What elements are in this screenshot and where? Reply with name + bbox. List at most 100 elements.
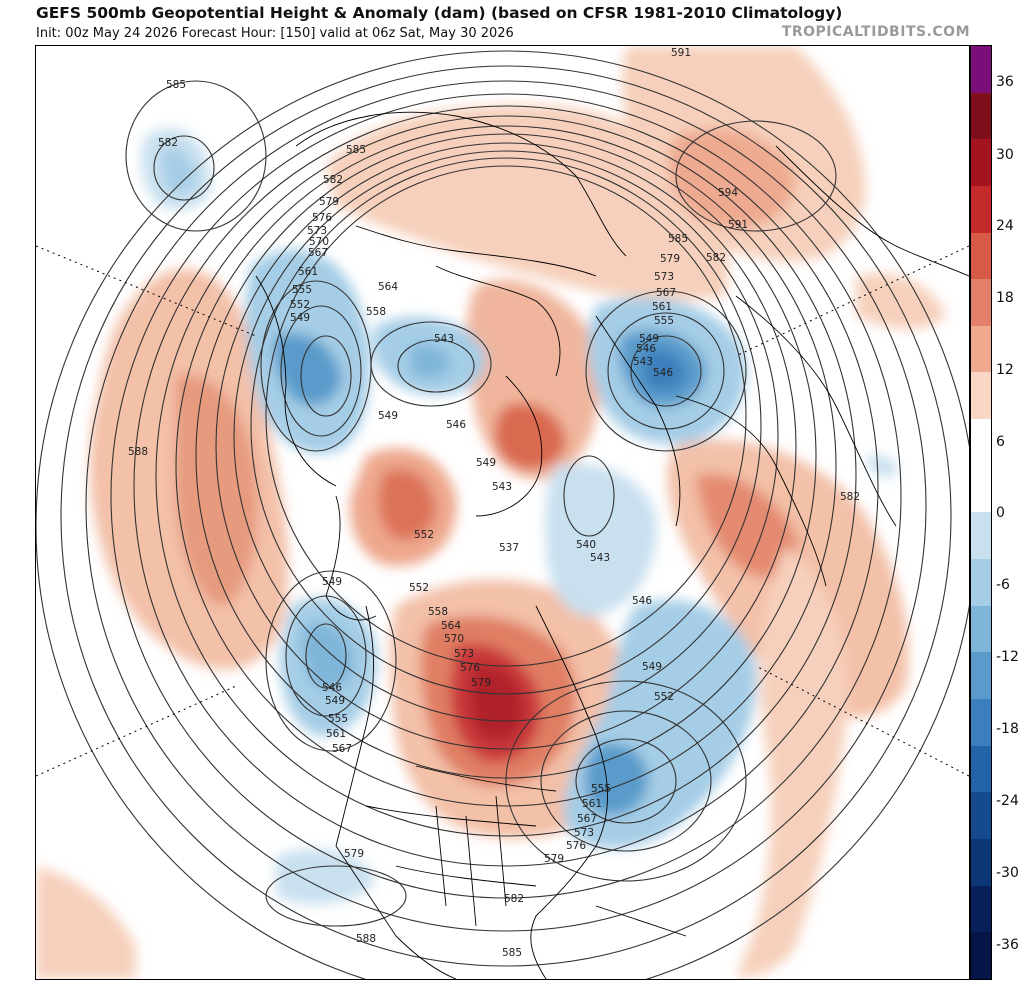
colorbar-segment <box>971 932 991 979</box>
contour-label: 579 <box>344 848 364 860</box>
contour-label: 546 <box>446 419 466 431</box>
colorbar-segment <box>971 185 991 233</box>
colorbar-segment <box>971 92 991 140</box>
contour-label: 585 <box>346 144 366 156</box>
contour-label: 576 <box>460 662 480 674</box>
colorbar-segment <box>971 512 991 560</box>
contour-label: 564 <box>378 281 398 293</box>
contour-label: 579 <box>544 853 564 865</box>
contour-label: 549 <box>639 333 659 345</box>
contour-label: 549 <box>325 695 345 707</box>
contour-label: 543 <box>434 333 454 345</box>
contour-label: 549 <box>290 312 310 324</box>
colorbar-segment <box>971 46 991 93</box>
contour-label: 582 <box>840 491 860 503</box>
contour-label: 573 <box>574 827 594 839</box>
colorbar-tick-label: -12 <box>996 649 1019 665</box>
contour-label: 555 <box>292 284 312 296</box>
colorbar-tick-label: 12 <box>996 362 1014 378</box>
colorbar-tick-label: 18 <box>996 290 1014 306</box>
contour-label: 570 <box>444 633 464 645</box>
contour-label: 591 <box>671 47 691 59</box>
colorbar-segment <box>971 325 991 373</box>
colorbar-tick-label: 36 <box>996 74 1014 90</box>
colorbar <box>970 45 992 980</box>
colorbar-tick-label: 0 <box>996 505 1005 521</box>
colorbar-segment <box>971 652 991 699</box>
map-panel: 591 585 582 594 591 585 582 579 573 567 … <box>35 45 970 980</box>
colorbar-segment <box>971 745 991 793</box>
contour-label: 582 <box>323 174 343 186</box>
chart-subtitle: Init: 00z May 24 2026 Forecast Hour: [15… <box>36 26 514 41</box>
contour-label: 591 <box>728 219 748 231</box>
map-svg: 591 585 582 594 591 585 582 579 573 567 … <box>36 46 969 979</box>
contour-label: 582 <box>158 137 178 149</box>
colorbar-tick-label: 30 <box>996 147 1014 163</box>
contour-label: 561 <box>326 728 346 740</box>
contour-label: 561 <box>652 301 672 313</box>
contour-label: 561 <box>582 798 602 810</box>
contour-label: 585 <box>166 79 186 91</box>
contour-label: 570 <box>309 236 329 248</box>
colorbar-segment <box>971 792 991 839</box>
colorbar-segment <box>971 605 991 653</box>
contour-label: 552 <box>414 529 434 541</box>
contour-label: 558 <box>366 306 386 318</box>
contour-label: 543 <box>590 552 610 564</box>
contour-label: 540 <box>576 539 596 551</box>
contour-label: 546 <box>632 595 652 607</box>
contour-label: 549 <box>322 576 342 588</box>
colorbar-segment <box>971 372 991 420</box>
contour-label: 567 <box>332 743 352 755</box>
colorbar-tick-label: 24 <box>996 218 1014 234</box>
colorbar-segment <box>971 419 991 466</box>
contour-label: 558 <box>428 606 448 618</box>
contour-label: 555 <box>654 315 674 327</box>
colorbar-tick-label: -6 <box>996 577 1010 593</box>
contour-label: 567 <box>577 813 597 825</box>
contour-label: 546 <box>653 367 673 379</box>
contour-label: 582 <box>706 252 726 264</box>
contour-label: 549 <box>476 457 496 469</box>
colorbar-tick-label: -24 <box>996 793 1019 809</box>
contour-label: 546 <box>636 343 656 355</box>
contour-label: 555 <box>591 783 611 795</box>
contour-label: 588 <box>356 933 376 945</box>
colorbar-segment <box>971 279 991 326</box>
colorbar-tick-label: -18 <box>996 721 1019 737</box>
contour-label: 579 <box>471 677 491 689</box>
contour-label: 588 <box>128 446 148 458</box>
contour-label: 579 <box>319 196 339 208</box>
contour-label: 543 <box>492 481 512 493</box>
contour-label: 549 <box>378 410 398 422</box>
contour-label: 573 <box>307 225 327 237</box>
colorbar-segment <box>971 885 991 933</box>
colorbar-segment <box>971 838 991 886</box>
contour-label: 567 <box>308 247 328 259</box>
colorbar-segment <box>971 232 991 280</box>
contour-label: 552 <box>290 299 310 311</box>
contour-label: 564 <box>441 620 461 632</box>
contour-label: 585 <box>502 947 522 959</box>
chart-title: GEFS 500mb Geopotential Height & Anomaly… <box>36 4 843 22</box>
contour-label: 537 <box>499 542 519 554</box>
contour-label: 582 <box>504 893 524 905</box>
contour-label: 546 <box>322 682 342 694</box>
colorbar-segment <box>971 559 991 606</box>
contour-label: 561 <box>298 266 318 278</box>
site-brand[interactable]: TROPICALTIDBITS.COM <box>781 24 970 40</box>
contour-label: 573 <box>654 271 674 283</box>
contour-label: 573 <box>454 648 474 660</box>
contour-label: 552 <box>409 582 429 594</box>
colorbar-segment <box>971 139 991 186</box>
contour-label: 549 <box>642 661 662 673</box>
contour-label: 594 <box>718 187 738 199</box>
contour-label: 555 <box>328 713 348 725</box>
contour-label: 576 <box>566 840 586 852</box>
contour-label: 552 <box>654 691 674 703</box>
colorbar-tick-label: -30 <box>996 865 1019 881</box>
colorbar-tick-label: 6 <box>996 434 1005 450</box>
contour-label: 579 <box>660 253 680 265</box>
contour-label: 576 <box>312 212 332 224</box>
contour-label: 543 <box>633 356 653 368</box>
